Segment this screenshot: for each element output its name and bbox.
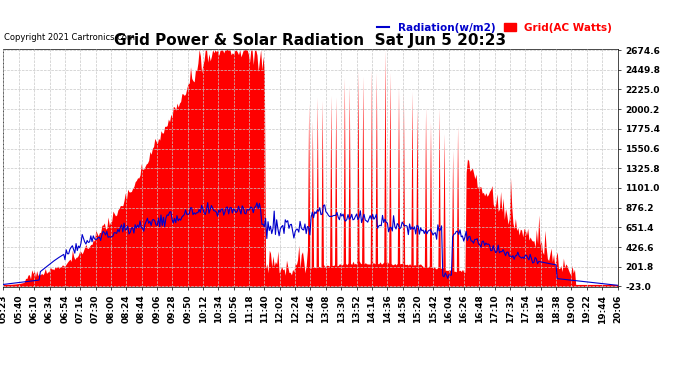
Text: Copyright 2021 Cartronics.com: Copyright 2021 Cartronics.com	[4, 33, 135, 42]
Legend: Radiation(w/m2), Grid(AC Watts): Radiation(w/m2), Grid(AC Watts)	[377, 23, 612, 33]
Title: Grid Power & Solar Radiation  Sat Jun 5 20:23: Grid Power & Solar Radiation Sat Jun 5 2…	[115, 33, 506, 48]
